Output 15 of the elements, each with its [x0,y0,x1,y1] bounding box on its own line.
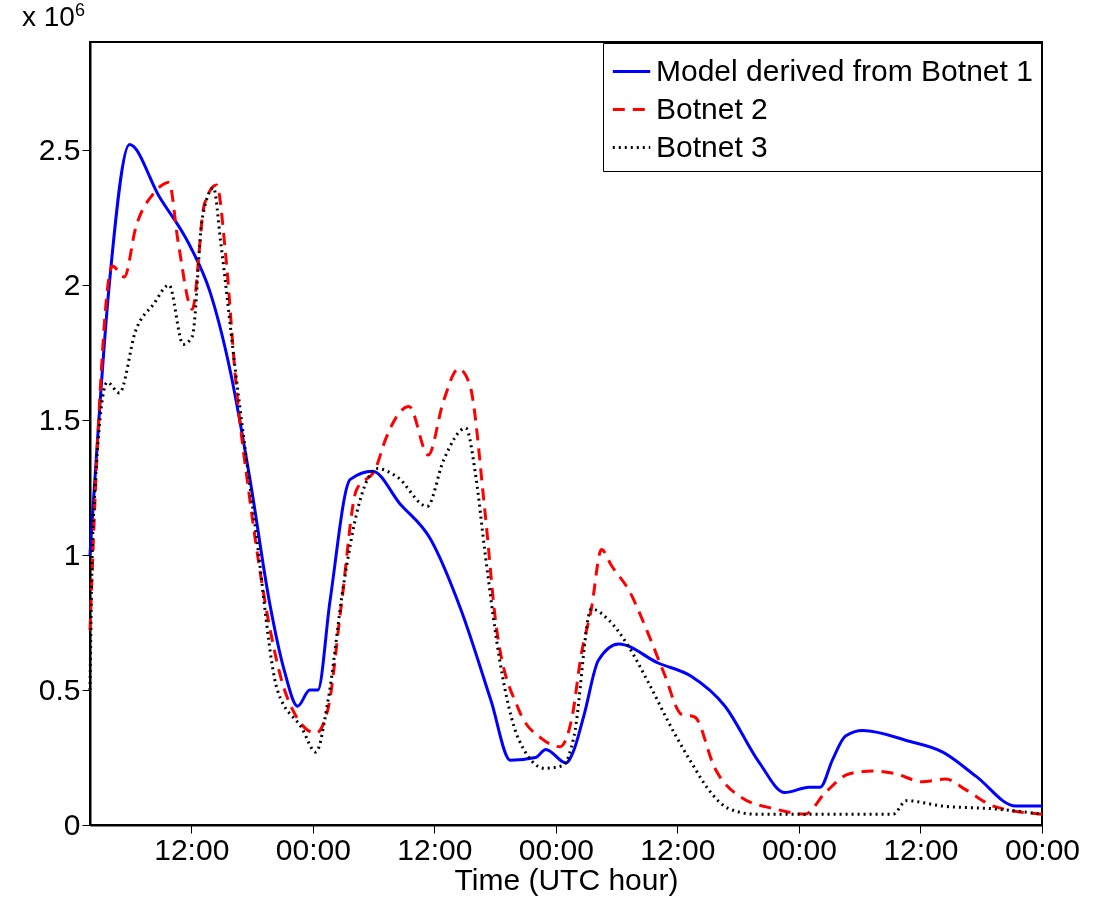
x-tick-label: 12:00 [883,832,959,866]
x-tick-label: 00:00 [275,832,351,866]
x-tick-label: 00:00 [761,832,837,866]
legend-label: Botnet 3 [656,129,768,163]
x-tick-label: 00:00 [1004,832,1081,866]
y-tick-label: 0.5 [38,672,81,706]
y-tick-label: 2 [63,267,81,301]
y-tick-label: 0 [63,807,81,841]
x-tick-label: 12:00 [154,832,230,866]
legend-label: Botnet 2 [656,91,768,125]
y-tick-label: 2.5 [38,132,81,166]
y-tick-label: 1.5 [38,402,81,436]
y-tick-label: 1 [63,537,81,571]
text: x 10$^{6}$ [22,0,85,34]
legend-label: Model derived from Botnet 1 [656,53,1033,87]
